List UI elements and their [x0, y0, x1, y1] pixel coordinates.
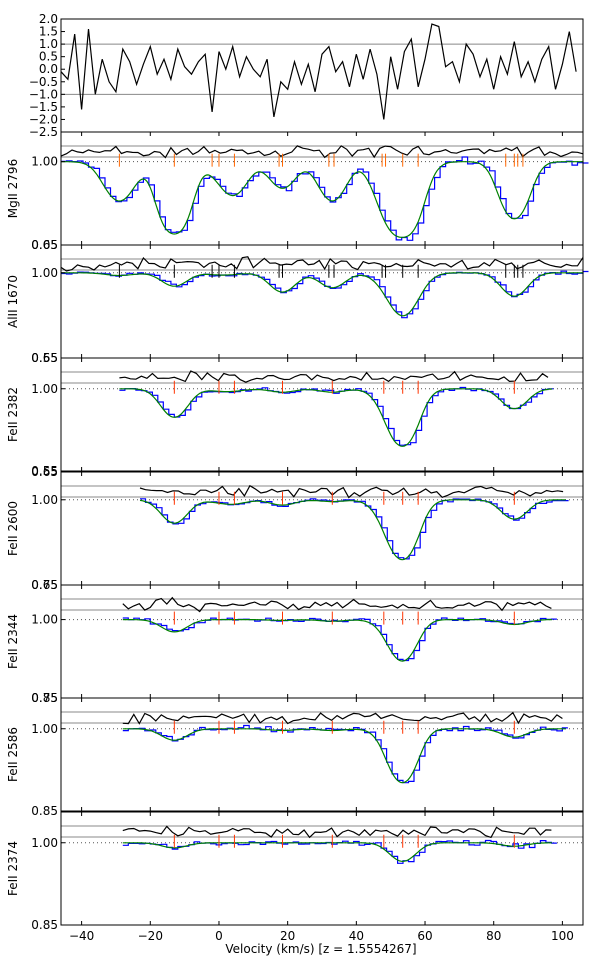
panel-feii-2344: 0.75 1.00 0.75 FeII 2344	[6, 578, 584, 705]
y-tick-label: −2.0	[29, 112, 58, 126]
residual-series	[60, 23, 577, 120]
y-tick-label: 0.65	[31, 351, 58, 365]
model-fit	[139, 499, 566, 561]
data-spectrum	[122, 617, 557, 662]
y-tick-label: 1.00	[31, 493, 58, 507]
model-fit	[122, 842, 553, 863]
y-tick-label: 2.0	[39, 12, 58, 26]
panel-feii-2586: 0.85 1.00 0.85 FeII 2586	[6, 691, 584, 818]
model-fit	[122, 619, 553, 662]
panel-feii-2600: 0.65 1.00 0.65 FeII 2600	[6, 465, 584, 592]
y-tick-label: 0.55	[31, 351, 58, 365]
panel-alii-1670: 0.65 1.00 0.65 AlII 1670	[6, 238, 589, 365]
panel-label: MgII 2796	[6, 159, 20, 218]
x-tick-label: 0	[215, 929, 223, 943]
panel-frame	[60, 244, 584, 359]
y-tick-label: −2.5	[29, 125, 58, 139]
x-axis-label: Velocity (km/s) [z = 1.5554267]	[225, 942, 416, 956]
residual-spectrum	[60, 145, 584, 159]
x-tick-label: 100	[551, 929, 574, 943]
panel-frame	[60, 697, 584, 812]
data-spectrum	[140, 498, 569, 560]
y-tick-label: 0.85	[31, 691, 58, 705]
y-tick-label: 1.0	[39, 37, 58, 51]
panel-label: FeII 2600	[6, 501, 20, 556]
y-tick-label: 0.05	[31, 238, 58, 252]
data-spectrum	[61, 156, 589, 241]
y-tick-label: 0.0	[39, 62, 58, 76]
x-tick-label: −20	[138, 929, 163, 943]
y-tick-label: 0.85	[31, 918, 58, 932]
y-tick-label: 1.00	[31, 613, 58, 627]
data-spectrum	[61, 270, 589, 319]
residual-spectrum	[122, 596, 552, 613]
residual-spectrum	[139, 484, 564, 499]
y-tick-label: 0.55	[31, 464, 58, 478]
y-tick-label: 0.65	[31, 578, 58, 592]
residual-spectrum	[60, 256, 584, 272]
y-tick-label: 0.85	[31, 804, 58, 818]
y-tick-label: 1.00	[31, 155, 58, 169]
y-tick-label: 1.5	[39, 25, 58, 39]
x-tick-label: 80	[486, 929, 501, 943]
model-fit	[122, 728, 566, 784]
y-tick-label: 1.00	[31, 722, 58, 736]
y-tick-label: −1.0	[29, 87, 58, 101]
panel-label: AlII 1670	[6, 275, 20, 328]
y-tick-label: 0.5	[39, 50, 58, 64]
panel-label: FeII 2344	[6, 614, 20, 669]
y-tick-label: 1.00	[31, 382, 58, 396]
y-tick-label: 0.65	[31, 238, 58, 252]
y-tick-label: 1.00	[31, 836, 58, 850]
panel-mgii-2796: 0.05 1.00 MgII 2796	[6, 131, 589, 252]
model-fit	[119, 388, 553, 447]
panel-frame	[60, 584, 584, 699]
panel-frame	[60, 357, 584, 472]
x-tick-label: 20	[280, 929, 295, 943]
panel-feii-2374: 0.85 1.00 FeII 2374	[6, 811, 584, 932]
y-tick-label: −0.5	[29, 75, 58, 89]
residual-spectrum	[119, 370, 549, 383]
panel-feii-2382: 0.55 1.00 0.55 FeII 2382	[6, 351, 584, 478]
panel-label: FeII 2374	[6, 841, 20, 896]
x-tick-label: 60	[417, 929, 432, 943]
panel-frame	[60, 811, 584, 926]
residual-panel: −2.5−2.0−1.5−1.0−0.50.00.51.01.52.0	[29, 12, 584, 139]
model-fit	[61, 272, 583, 317]
y-tick-label: 0.75	[31, 691, 58, 705]
residual-spectrum	[122, 711, 563, 725]
panel-label: FeII 2586	[6, 727, 20, 782]
y-tick-label: 1.00	[31, 266, 58, 280]
y-tick-label: 0.75	[31, 578, 58, 592]
x-tick-label: −40	[69, 929, 94, 943]
model-fit	[61, 161, 583, 239]
residual-spectrum	[122, 825, 552, 839]
x-tick-label: 40	[349, 929, 364, 943]
panel-label: FeII 2382	[6, 387, 20, 442]
y-tick-label: 0.65	[31, 465, 58, 479]
y-tick-label: −1.5	[29, 100, 58, 114]
data-spectrum	[119, 386, 554, 446]
plot-area: −2.5−2.0−1.5−1.0−0.50.00.51.01.52.0 0.05 1…	[6, 12, 589, 943]
